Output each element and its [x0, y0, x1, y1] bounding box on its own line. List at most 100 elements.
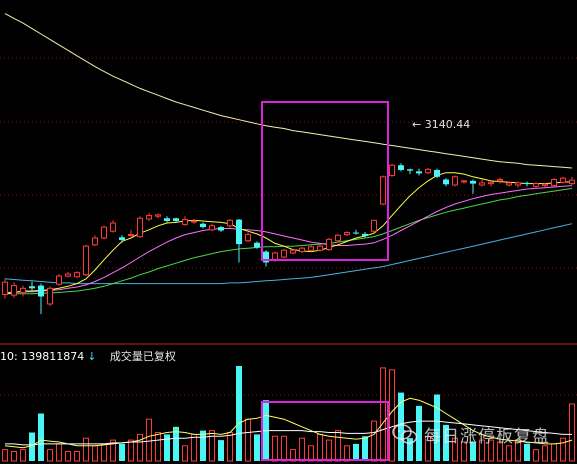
- candle-body: [11, 285, 17, 296]
- candle-body: [362, 233, 368, 236]
- volume-label: 10:: [0, 350, 18, 363]
- candle-body: [209, 225, 215, 231]
- candle-body: [569, 179, 575, 185]
- candle-body: [524, 182, 530, 184]
- volume-bar: [119, 443, 125, 461]
- volume-bar: [371, 420, 377, 462]
- volume-bar: [218, 440, 224, 461]
- volume-bar: [227, 432, 233, 462]
- volume-bar: [281, 435, 287, 462]
- volume-bar: [461, 441, 467, 462]
- candle-body: [380, 176, 386, 205]
- volume-bar: [335, 430, 341, 462]
- candle-body: [164, 218, 170, 221]
- high-price-value: 3140.44: [424, 118, 471, 131]
- highlight-box-price: [261, 101, 389, 261]
- volume-bar: [452, 437, 458, 462]
- candle-body: [182, 219, 188, 225]
- volume-bar: [569, 403, 575, 462]
- candle-body: [434, 170, 440, 177]
- candle-body: [515, 182, 521, 186]
- volume-bar: [209, 430, 215, 462]
- candle-body: [344, 232, 350, 236]
- volume-bar: [434, 394, 440, 461]
- candle-body: [83, 245, 89, 276]
- volume-bar: [146, 418, 152, 462]
- candle-body: [263, 251, 269, 263]
- volume-bar: [479, 439, 485, 462]
- volume-bar: [254, 434, 260, 461]
- candle-body: [425, 168, 431, 174]
- volume-bar: [551, 443, 557, 462]
- volume-bar: [560, 437, 566, 462]
- left-arrow-icon: ←: [412, 118, 422, 131]
- volume-bar: [83, 437, 89, 462]
- volume-bar: [506, 445, 512, 462]
- volume-bar: [533, 449, 539, 462]
- candle-body: [416, 171, 422, 174]
- candle-body: [47, 287, 53, 305]
- volume-bar: [362, 436, 368, 461]
- volume-panel-header: 10: 139811874 ↓ 成交量已复权: [0, 348, 176, 364]
- wechat-icon: [392, 424, 418, 444]
- candle-body: [173, 218, 179, 221]
- volume-adjusted-note: 成交量已复权: [109, 350, 176, 363]
- candle-body: [290, 249, 296, 254]
- ma-short-2-line: [5, 185, 573, 293]
- candle-body: [470, 180, 476, 184]
- candle-body: [317, 245, 323, 251]
- volume-bar: [416, 405, 422, 461]
- candle-body: [155, 214, 161, 217]
- candle-body: [65, 273, 71, 277]
- ma-long-1-line: [4, 13, 573, 169]
- candle-body: [461, 180, 467, 183]
- candle-body: [56, 275, 62, 285]
- candle-body: [137, 217, 143, 238]
- watermark: 每日涨停板复盘: [392, 420, 550, 448]
- candle-body: [497, 179, 503, 182]
- candle-body: [101, 226, 107, 239]
- candle-body: [398, 165, 404, 170]
- volume-bar: [182, 445, 188, 462]
- volume-bar: [11, 451, 17, 462]
- ma-short-1-line: [4, 172, 573, 295]
- candle-body: [191, 220, 197, 223]
- candle-body: [2, 281, 8, 295]
- volume-bar: [110, 439, 116, 462]
- volume-bar: [128, 439, 134, 462]
- volume-bar: [524, 443, 530, 461]
- volume-bar: [20, 449, 26, 462]
- volume-bar: [470, 442, 476, 461]
- volume-bar: [317, 433, 323, 462]
- candle-body: [299, 247, 305, 253]
- volume-bar: [191, 433, 197, 462]
- candle-body: [326, 238, 332, 251]
- candle-body: [236, 219, 242, 245]
- candle-body: [146, 215, 152, 220]
- volume-bar: [542, 445, 548, 462]
- candle-body: [560, 177, 566, 183]
- volume-bar: [65, 451, 71, 462]
- volume-bar: [488, 439, 494, 462]
- volume-bar: [29, 432, 35, 461]
- down-arrow-icon: ↓: [87, 350, 97, 363]
- volume-bar: [155, 432, 161, 462]
- candle-body: [353, 232, 359, 234]
- candle-body: [38, 285, 44, 297]
- volume-bar: [2, 449, 8, 462]
- candle-body: [443, 179, 449, 185]
- candle-body: [452, 176, 458, 186]
- candle-body: [92, 237, 98, 246]
- candle-body: [335, 234, 341, 242]
- volume-bar: [164, 434, 170, 461]
- candle-body: [29, 286, 35, 289]
- ma-mid-line: [5, 187, 573, 295]
- volume-bar: [344, 445, 350, 462]
- candle-body: [128, 234, 134, 237]
- watermark-text: 每日涨停板复盘: [424, 426, 550, 447]
- volume-bar: [308, 445, 314, 462]
- candle-body: [308, 246, 314, 251]
- candle-body: [479, 182, 485, 186]
- volume-bar: [173, 426, 179, 461]
